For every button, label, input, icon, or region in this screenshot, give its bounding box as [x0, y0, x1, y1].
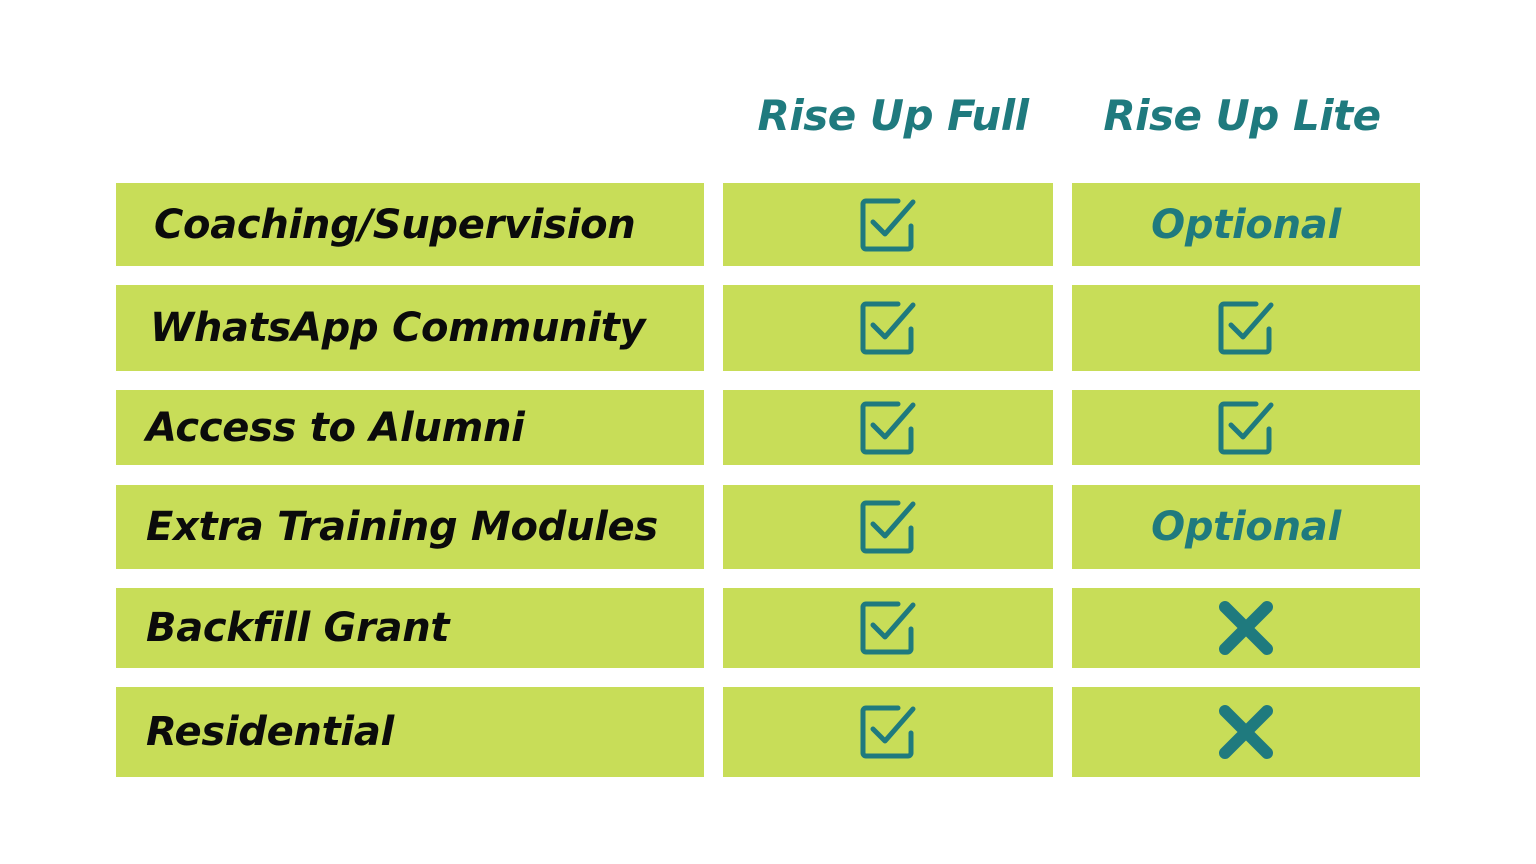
column-header-rise-up-full: Rise Up Full	[757, 91, 1030, 140]
feature-row-label: WhatsApp Community	[116, 285, 704, 371]
checkbox-check-icon	[860, 500, 916, 554]
lite-plan-cell	[1072, 390, 1420, 465]
feature-row-label: Coaching/Supervision	[116, 183, 704, 266]
full-plan-cell	[723, 485, 1053, 569]
feature-label: Access to Alumni	[146, 404, 525, 451]
feature-label: Backfill Grant	[146, 605, 450, 651]
column-header-rise-up-lite: Rise Up Lite	[1103, 91, 1381, 140]
checkbox-check-icon	[860, 401, 916, 454]
feature-label: Extra Training Modules	[146, 504, 658, 550]
feature-row-label: Extra Training Modules	[116, 485, 704, 569]
full-plan-cell	[723, 588, 1053, 668]
lite-plan-cell: Optional	[1072, 485, 1420, 569]
cross-icon	[1219, 705, 1273, 759]
checkbox-check-icon	[860, 198, 916, 251]
optional-label: Optional	[1151, 201, 1341, 248]
full-plan-cell	[723, 183, 1053, 266]
full-plan-cell	[723, 390, 1053, 465]
lite-plan-cell	[1072, 687, 1420, 777]
full-plan-cell	[723, 285, 1053, 371]
checkbox-check-icon	[1218, 401, 1274, 454]
lite-plan-cell	[1072, 588, 1420, 668]
full-plan-cell	[723, 687, 1053, 777]
feature-label: Residential	[146, 709, 394, 755]
lite-plan-cell: Optional	[1072, 183, 1420, 266]
feature-label: WhatsApp Community	[150, 305, 646, 351]
cross-icon	[1219, 601, 1273, 655]
feature-row-label: Access to Alumni	[116, 390, 704, 465]
feature-label: Coaching/Supervision	[154, 201, 636, 248]
lite-plan-cell	[1072, 285, 1420, 371]
feature-row-label: Residential	[116, 687, 704, 777]
optional-label: Optional	[1151, 504, 1341, 550]
checkbox-check-icon	[1218, 301, 1274, 355]
feature-row-label: Backfill Grant	[116, 588, 704, 668]
checkbox-check-icon	[860, 601, 916, 655]
checkbox-check-icon	[860, 301, 916, 355]
checkbox-check-icon	[860, 705, 916, 759]
